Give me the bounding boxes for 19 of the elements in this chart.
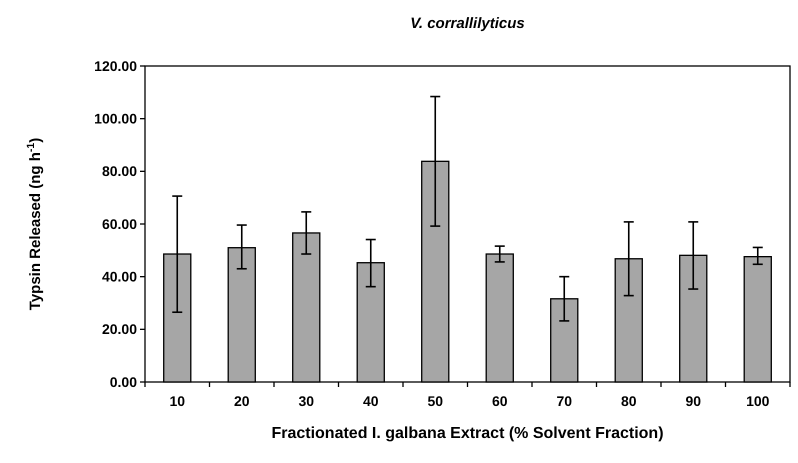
y-tick-label: 40.00	[102, 268, 138, 285]
y-tick-label: 80.00	[102, 163, 138, 180]
x-tick-label: 80	[620, 393, 637, 409]
x-tick-label: 60	[492, 393, 508, 409]
y-tick-label: 0.00	[110, 374, 138, 390]
x-tick-label: 30	[298, 393, 314, 409]
x-tick-label: 10	[169, 393, 186, 409]
x-tick-label: 100	[746, 393, 770, 409]
y-tick-label: 100.00	[94, 110, 138, 127]
y-tick-label: 60.00	[102, 216, 138, 232]
x-tick-label: 20	[234, 393, 250, 409]
x-tick-label: 40	[362, 393, 379, 409]
y-tick-label: 20.00	[102, 321, 138, 338]
x-tick-label: 70	[556, 393, 572, 409]
chart-title: V. corrallilyticus	[410, 15, 525, 32]
y-tick-label: 120.00	[94, 58, 138, 74]
x-tick-label: 90	[685, 393, 702, 409]
x-tick-label: 50	[427, 393, 444, 409]
x-axis-title: Fractionated I. galbana Extract (% Solvent Fraction)	[271, 425, 664, 442]
